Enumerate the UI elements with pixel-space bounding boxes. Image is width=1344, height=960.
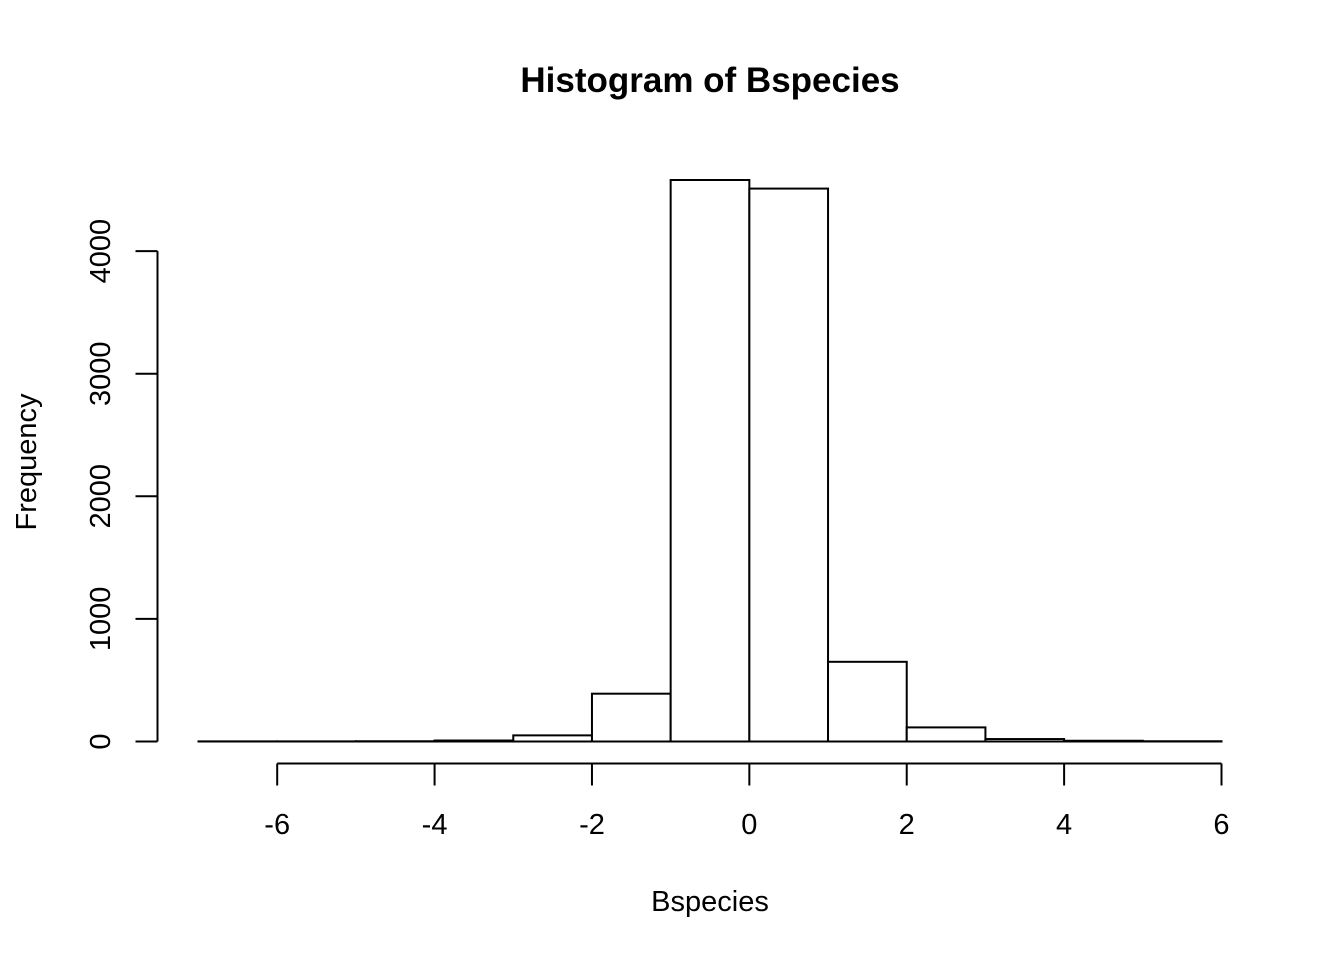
x-tick-label: -6	[264, 809, 290, 841]
histogram-bar-9	[905, 726, 987, 743]
histogram-bar-4	[512, 734, 593, 743]
x-axis-label: Bspecies	[651, 886, 769, 918]
y-axis: 0 1000 2000 3000 4000	[85, 219, 159, 750]
bars-group	[197, 179, 1223, 743]
y-tick-label: 3000	[85, 341, 117, 406]
y-tick-label: 2000	[85, 464, 117, 529]
histogram-bar-8	[827, 660, 908, 743]
histogram-bar-5	[590, 692, 672, 743]
x-tick-label: 6	[1213, 809, 1229, 841]
x-tick-label: -2	[579, 809, 605, 841]
x-tick-label: 4	[1056, 809, 1072, 841]
chart-title: Histogram of Bspecies	[520, 61, 899, 100]
y-axis-label: Frequency	[11, 393, 43, 531]
y-tick-label: 4000	[85, 219, 117, 284]
histogram-bar-11	[1063, 739, 1144, 743]
histogram-bar-6	[669, 179, 751, 743]
histogram-bar-3	[433, 739, 515, 743]
x-axis: -6 -4 -2 0 2 4 6	[264, 762, 1230, 841]
x-tick-label: -4	[422, 809, 448, 841]
histogram-bar-10	[984, 738, 1066, 743]
y-tick-label: 1000	[85, 587, 117, 652]
x-tick-label: 0	[741, 809, 757, 841]
y-tick-label: 0	[85, 733, 117, 749]
histogram-bar-7	[748, 187, 830, 743]
x-tick-label: 2	[899, 809, 915, 841]
